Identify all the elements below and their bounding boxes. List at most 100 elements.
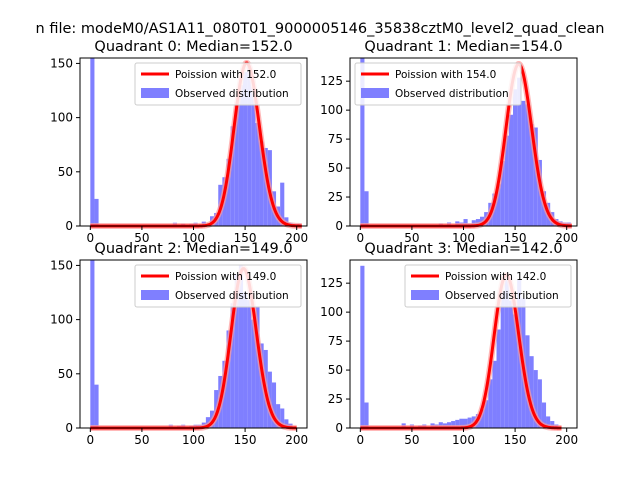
histogram-bar: [226, 330, 231, 428]
y-tick-label: 100: [50, 111, 73, 125]
legend-fit-label: Poission with 152.0: [175, 69, 276, 81]
x-tick-label: 150: [504, 231, 527, 245]
histogram-bar: [255, 306, 260, 428]
histogram-bar: [525, 104, 530, 226]
quadrant-panel-1: 0 50 100 150 200 0 25 50 75 100 125 Quadrant 1: Med…: [320, 39, 578, 245]
histogram-bar: [360, 58, 365, 226]
panel-title: Quadrant 3: Median=142.0: [364, 241, 562, 257]
legend-box: [134, 264, 302, 308]
histogram-bar: [513, 314, 518, 428]
histogram-bar: [500, 291, 505, 428]
y-tick-label: 25: [328, 392, 343, 406]
histogram-bar: [238, 265, 244, 428]
legend-hist-swatch: [141, 88, 169, 98]
x-tick-label: 200: [555, 231, 578, 245]
x-tick-label: 100: [182, 433, 205, 447]
histogram-bar: [230, 126, 235, 226]
legend-hist-swatch: [141, 290, 169, 300]
histogram-bar: [94, 384, 99, 428]
histogram-bar: [500, 161, 505, 226]
x-tick-label: 150: [234, 231, 257, 245]
histogram-bar: [243, 292, 248, 428]
histogram-bar: [533, 127, 538, 226]
histogram-bar: [90, 260, 95, 428]
histogram-bar: [459, 418, 464, 428]
legend-hist-swatch: [411, 290, 439, 300]
x-tick-label: 50: [404, 433, 419, 447]
y-tick-label: 75: [328, 132, 343, 146]
histogram-bar: [508, 300, 514, 428]
legend: Poission with 154.0 Observed distribution: [354, 62, 522, 106]
y-tick-label: 50: [58, 367, 73, 381]
x-tick-label: 200: [285, 433, 308, 447]
x-tick-label: 150: [504, 433, 527, 447]
histogram-bar: [251, 87, 256, 226]
histogram-bar: [271, 382, 277, 428]
panel-title: Quadrant 0: Median=152.0: [94, 39, 292, 55]
histogram-bar: [550, 421, 555, 428]
histogram-bar: [480, 409, 485, 428]
y-tick-label: 150: [50, 258, 73, 272]
histogram-bar: [504, 135, 509, 226]
histogram-bar: [496, 329, 501, 428]
x-tick-label: 150: [234, 433, 257, 447]
histogram-bar: [364, 402, 369, 428]
histogram-bar: [90, 58, 95, 226]
legend-box: [404, 264, 572, 308]
histogram-bar: [451, 421, 456, 428]
histogram-bar: [280, 408, 285, 428]
histogram-bar: [259, 141, 264, 226]
histogram-bar: [238, 85, 244, 226]
histogram-bar: [492, 360, 497, 428]
histogram-bar: [467, 417, 472, 428]
x-tick-label: 200: [555, 433, 578, 447]
histogram-bar: [541, 402, 547, 428]
legend-fit-label: Poission with 142.0: [445, 271, 546, 283]
histogram-bar: [521, 100, 526, 226]
legend-hist-label: Observed distribution: [395, 88, 509, 100]
histogram-bar: [280, 182, 285, 226]
histogram-bar: [230, 303, 235, 428]
histogram-bar: [243, 72, 248, 226]
histogram-bar: [463, 219, 468, 226]
histogram-bar: [546, 416, 551, 428]
y-tick-label: 100: [320, 103, 343, 117]
histogram-bar: [364, 191, 369, 226]
figure-suptitle: n file: modeM0/AS1A11_080T01_9000005146_…: [36, 21, 605, 37]
y-tick-label: 0: [65, 421, 73, 435]
histogram-bar: [508, 114, 514, 226]
y-tick-label: 50: [328, 363, 343, 377]
quadrant-panel-0: 0 50 100 150 200 0 50 100 150 Quadrant 0: Median=…: [50, 39, 308, 245]
x-tick-label: 0: [86, 231, 94, 245]
y-tick-label: 0: [335, 219, 343, 233]
legend-box: [134, 62, 302, 106]
histogram-bar: [533, 370, 538, 428]
y-tick-label: 125: [320, 276, 343, 290]
x-tick-label: 50: [404, 231, 419, 245]
x-tick-label: 100: [452, 433, 475, 447]
histogram-bar: [488, 379, 493, 428]
histogram-bar: [529, 124, 534, 226]
x-tick-label: 0: [356, 433, 364, 447]
histogram-bar: [94, 198, 99, 226]
x-tick-label: 0: [86, 433, 94, 447]
histogram-bar: [247, 65, 252, 226]
x-tick-label: 100: [452, 231, 475, 245]
legend-hist-label: Observed distribution: [175, 88, 289, 100]
histogram-bar: [463, 418, 468, 428]
legend-box: [354, 62, 522, 106]
histogram-bar: [360, 265, 365, 428]
legend: Poission with 152.0 Observed distribution: [134, 62, 302, 106]
x-tick-label: 50: [134, 231, 149, 245]
x-tick-label: 200: [285, 231, 308, 245]
y-tick-label: 25: [328, 190, 343, 204]
histogram-bar: [513, 89, 518, 226]
panel-title: Quadrant 1: Median=154.0: [364, 39, 562, 55]
histogram-bar: [504, 279, 509, 428]
panel-title: Quadrant 2: Median=149.0: [94, 241, 292, 257]
quadrant-panel-2: 0 50 100 150 200 0 50 100 150 Quadrant 2: Median=…: [50, 241, 308, 447]
histogram-bar: [251, 319, 256, 428]
x-tick-label: 0: [356, 231, 364, 245]
histogram-bar: [484, 400, 489, 428]
